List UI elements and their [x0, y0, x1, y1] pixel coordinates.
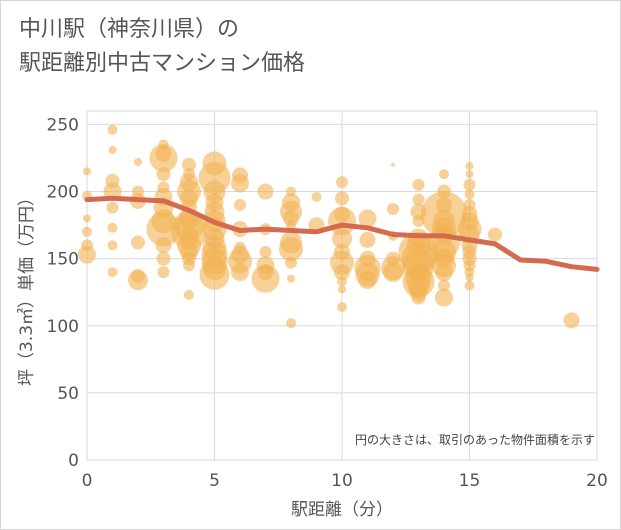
bubble-point: [464, 280, 475, 291]
x-tick-label: 0: [82, 471, 93, 491]
bubble-point: [464, 189, 475, 200]
bubble-point: [465, 162, 474, 171]
bubble-point: [184, 289, 194, 300]
y-tick-label: 250: [47, 115, 79, 135]
bubble-point: [183, 259, 195, 272]
bubble-point: [334, 264, 350, 281]
bubble-point: [435, 263, 453, 282]
bubble-point: [311, 191, 322, 202]
bubble-point: [234, 198, 246, 211]
bubble-point: [279, 237, 303, 262]
bubble-point: [337, 276, 347, 287]
plot-area-border: [86, 110, 598, 461]
y-tick-label: 200: [47, 183, 79, 203]
bubble-point: [231, 174, 249, 193]
chart-title-line-2: 駅距離別中古マンション価格: [19, 51, 306, 76]
bubble-size-note: 円の大きさは、取引のあった物件面積を示す: [355, 432, 595, 447]
bubble-point: [332, 228, 352, 249]
y-tick-label: 150: [47, 250, 79, 270]
bubble-point: [358, 209, 377, 228]
bubble-point: [287, 274, 295, 283]
y-tick-labels: 0 50 100 150 200 250: [47, 115, 79, 471]
bubble-point: [391, 162, 395, 167]
bubble-point: [199, 259, 230, 290]
bubble-point: [338, 285, 346, 294]
bubble-point: [359, 231, 376, 248]
bubble-point: [286, 220, 296, 231]
bubble-point: [336, 176, 348, 189]
bubble-point: [106, 201, 119, 214]
bubble-point: [128, 270, 148, 291]
bubble-point: [438, 279, 450, 292]
bubble-point: [83, 167, 91, 176]
bubble-point: [411, 290, 426, 305]
y-tick-label: 0: [68, 451, 79, 471]
bubble-point: [439, 169, 449, 180]
x-tick-label: 15: [459, 471, 481, 491]
bubble-point: [155, 237, 172, 254]
y-axis-label: 坪（3.3㎡）単価（万円）: [17, 189, 37, 386]
bubble-point: [231, 263, 249, 282]
bubble-point: [108, 145, 117, 154]
bubble-point: [463, 178, 476, 191]
bubble-point: [78, 245, 96, 264]
x-tick-labels: 0 5 10 15 20: [82, 471, 608, 491]
bubble-point: [358, 271, 377, 290]
bubble-point: [156, 251, 171, 266]
bubble-point: [563, 312, 580, 329]
bubble-point: [286, 318, 296, 329]
bubble-point: [82, 226, 92, 237]
bubble-point: [107, 240, 118, 251]
chart-title: 中川駅（神奈川県）の 駅距離別中古マンション価格: [19, 13, 305, 81]
bubble-point: [107, 267, 118, 278]
bubble-point: [335, 191, 349, 206]
trend-layer: [84, 195, 600, 272]
bubble-point: [182, 157, 196, 172]
bubble-point: [107, 124, 118, 135]
bubble-point: [412, 178, 425, 191]
bubble-point: [257, 183, 274, 200]
chart-title-line-1: 中川駅（神奈川県）の: [19, 17, 240, 42]
bubble-point: [435, 288, 453, 307]
bubble-point: [285, 256, 297, 269]
bubble-point: [157, 266, 170, 279]
bubble-point: [383, 262, 403, 283]
bubble-layer: [78, 124, 580, 329]
bubble-point: [131, 235, 145, 250]
y-tick-label: 100: [47, 317, 79, 337]
x-tick-label: 5: [209, 471, 220, 491]
bubble-point: [488, 227, 502, 242]
bubble-point: [465, 170, 474, 179]
x-tick-label: 20: [586, 471, 608, 491]
bubble-point: [251, 264, 280, 293]
bubble-point: [412, 193, 425, 206]
bubble-point: [149, 143, 178, 172]
bubble-point: [387, 202, 399, 215]
bubble-point: [156, 167, 171, 182]
bubble-point: [83, 214, 91, 223]
bubble-point: [134, 158, 142, 167]
bubble-point: [337, 301, 347, 312]
bubble-point: [259, 245, 272, 258]
bubble-point: [107, 222, 118, 233]
trend-line: [84, 195, 600, 272]
x-tick-label: 10: [331, 471, 353, 491]
x-axis-label: 駅距離（分）: [291, 500, 393, 520]
y-tick-label: 50: [57, 384, 79, 404]
bubble-point: [465, 273, 474, 282]
